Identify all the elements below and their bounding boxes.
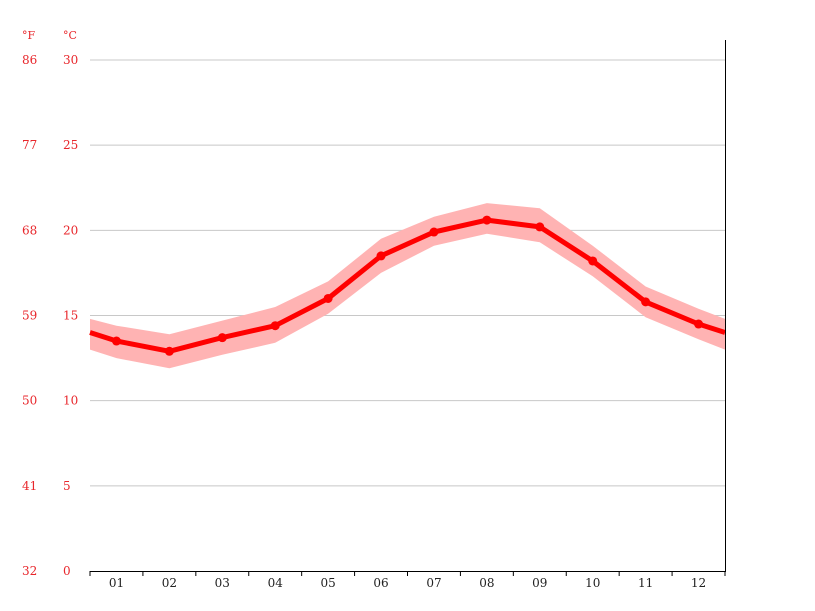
data-point [270, 321, 280, 331]
y-tick-label-f: 86 [22, 53, 37, 67]
data-point [429, 227, 439, 237]
series-line-layer [89, 217, 726, 354]
y-axis-fahrenheit-labels: 32 41 50 59 68 77 86 [22, 53, 37, 578]
x-tick-label: 02 [162, 576, 177, 590]
y-axis-celsius-labels: 0 5 10 15 20 25 30 [63, 53, 78, 578]
data-point [641, 297, 651, 307]
x-tick-label: 01 [109, 576, 124, 590]
data-point [164, 346, 174, 356]
temperature-range-band [90, 203, 725, 369]
grid-lines [90, 59, 725, 487]
x-tick-label: 11 [638, 576, 653, 590]
unit-celsius-label: °C [63, 29, 77, 42]
y-tick-label-f: 77 [22, 138, 37, 152]
y-tick-label-c: 0 [63, 564, 71, 578]
y-tick-label-c: 5 [63, 479, 71, 493]
y-tick-label-c: 30 [63, 53, 78, 67]
x-tick-label: 12 [691, 576, 706, 590]
average-temperature-line [89, 217, 726, 354]
y-tick-label-c: 15 [63, 309, 78, 323]
x-tick-label: 04 [268, 576, 284, 590]
unit-fahrenheit-label: °F [22, 29, 36, 42]
x-tick-label: 06 [373, 576, 388, 590]
y-tick-label-c: 25 [63, 138, 78, 152]
y-tick-label-f: 32 [22, 564, 37, 578]
y-tick-label-f: 59 [22, 309, 37, 323]
x-tick-label: 07 [426, 576, 441, 590]
x-tick-label: 05 [320, 576, 335, 590]
data-point [588, 256, 598, 266]
data-point [217, 333, 227, 343]
data-point [376, 251, 386, 261]
data-point [694, 319, 704, 329]
data-point [482, 215, 492, 225]
range-band-layer [90, 203, 725, 369]
x-axis-labels: 01 02 03 04 05 06 07 08 09 10 11 12 [109, 576, 706, 590]
x-tick-label: 10 [585, 576, 600, 590]
x-tick-label: 09 [532, 576, 547, 590]
y-tick-label-c: 20 [63, 223, 78, 237]
y-tick-label-f: 68 [22, 223, 37, 237]
y-tick-label-c: 10 [63, 394, 78, 408]
y-tick-label-f: 41 [22, 479, 37, 493]
x-tick-label: 08 [479, 576, 494, 590]
y-tick-label-f: 50 [22, 394, 37, 408]
data-points-layer [111, 215, 704, 356]
data-point [535, 222, 545, 232]
axes [89, 40, 726, 576]
x-tick-label: 03 [215, 576, 230, 590]
data-point [323, 293, 333, 303]
data-point [111, 336, 121, 346]
